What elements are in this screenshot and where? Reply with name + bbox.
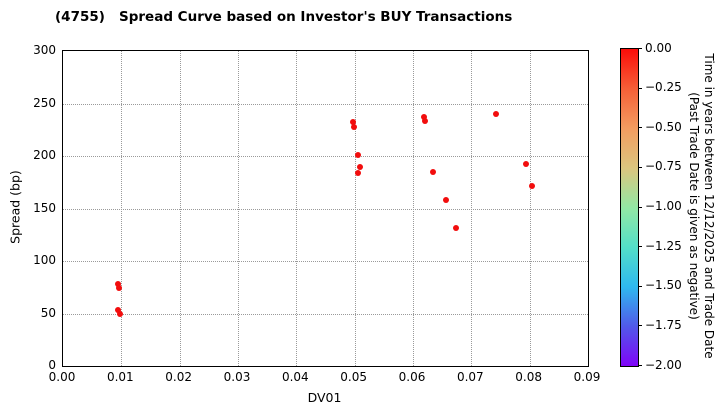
scatter-point <box>422 118 429 125</box>
colorbar-tick <box>638 127 642 129</box>
scatter-point <box>116 310 123 317</box>
colorbar-label-line1: Time in years between 12/12/2025 and Tra… <box>702 53 716 359</box>
x-tick-label: 0.03 <box>223 370 251 384</box>
y-gridline <box>63 261 588 262</box>
colorbar-tick <box>638 246 642 248</box>
colorbar-tick-label: −1.50 <box>645 278 682 293</box>
colorbar-tick <box>638 166 642 168</box>
scatter-point <box>355 169 362 176</box>
colorbar-gradient <box>621 49 638 366</box>
colorbar-tick <box>638 285 642 287</box>
colorbar-tick-label: 0.00 <box>645 40 672 55</box>
colorbar-tick-label: −0.50 <box>645 119 682 134</box>
y-gridline <box>63 208 588 210</box>
colorbar-tick <box>638 206 642 208</box>
colorbar-label-line2: (Past Trade Date is given as negative) <box>687 92 701 320</box>
colorbar-tick <box>638 325 642 327</box>
colorbar-tick <box>638 48 642 49</box>
x-tick-label: 0.01 <box>106 370 134 384</box>
scatter-point <box>493 111 500 117</box>
colorbar-tick-label: −1.00 <box>645 199 682 213</box>
y-tick-label: 50 <box>40 305 56 320</box>
scatter-point <box>351 123 358 130</box>
scatter-point <box>116 285 122 292</box>
x-axis-label: DV01 <box>307 390 342 405</box>
scatter-point <box>421 114 428 121</box>
colorbar-tick-label: −1.25 <box>645 238 682 253</box>
scatter-point <box>452 225 459 232</box>
colorbar-tick-label: −0.25 <box>645 80 682 95</box>
scatter-point <box>356 163 363 170</box>
x-tick-label: 0.00 <box>48 370 76 384</box>
y-tick-label: 150 <box>33 200 56 215</box>
y-tick-label: 250 <box>33 95 56 110</box>
colorbar-tick <box>638 365 642 366</box>
chart-title: (4755) Spread Curve based on Investor's … <box>55 9 513 25</box>
x-tick-label: 0.06 <box>398 370 426 384</box>
scatter-point <box>115 307 122 314</box>
scatter-point <box>523 161 530 168</box>
plot-area <box>62 50 589 367</box>
colorbar <box>620 48 639 367</box>
x-tick-label: 0.07 <box>456 370 484 384</box>
y-gridline <box>63 156 588 157</box>
scatter-point <box>349 119 356 126</box>
x-tick-label: 0.04 <box>281 370 309 384</box>
y-gridline <box>63 103 588 105</box>
scatter-point <box>430 168 437 175</box>
y-tick-label: 100 <box>33 253 56 267</box>
x-tick-label: 0.09 <box>573 370 601 384</box>
colorbar-tick-label: −2.00 <box>645 357 682 372</box>
colorbar-tick-label: −0.75 <box>645 159 682 174</box>
y-tick-label: 0 <box>48 358 56 372</box>
colorbar-label: Time in years between 12/12/2025 and Tra… <box>686 53 716 358</box>
scatter-point <box>443 197 450 204</box>
scatter-point <box>115 281 122 288</box>
y-tick-label: 300 <box>33 43 56 57</box>
scatter-point <box>354 151 361 158</box>
y-gridline <box>63 313 588 315</box>
x-tick-label: 0.02 <box>165 370 193 384</box>
scatter-point <box>529 183 535 190</box>
colorbar-tick-label: −1.75 <box>645 317 682 332</box>
colorbar-tick <box>638 87 642 89</box>
x-tick-label: 0.08 <box>515 370 543 384</box>
y-tick-label: 200 <box>33 148 56 162</box>
x-tick-label: 0.05 <box>340 370 368 384</box>
